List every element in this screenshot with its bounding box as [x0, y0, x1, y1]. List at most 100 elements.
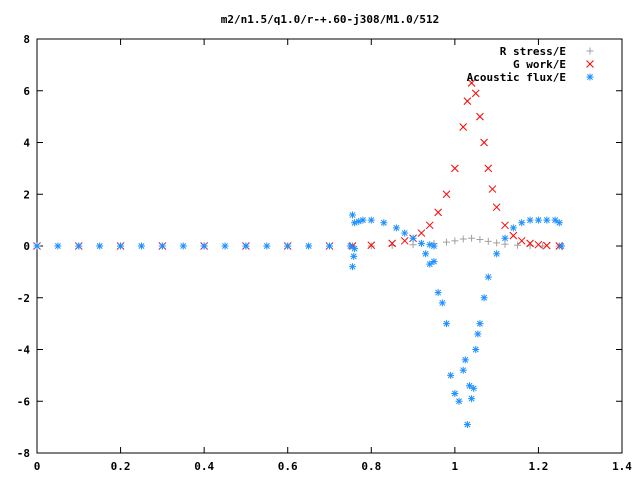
- legend-marker: [586, 60, 594, 68]
- legend-marker: [586, 47, 594, 55]
- data-point: [438, 299, 446, 307]
- data-point: [426, 260, 434, 268]
- data-point: [359, 216, 367, 224]
- x-tick-label: 1.4: [612, 460, 632, 473]
- data-point: [526, 216, 534, 224]
- x-tick-label: 0: [34, 460, 41, 473]
- data-point: [442, 190, 451, 199]
- data-point: [467, 79, 476, 87]
- data-point: [158, 242, 166, 250]
- data-point: [443, 320, 450, 328]
- data-point: [388, 239, 397, 248]
- data-point: [518, 219, 526, 227]
- y-tick-label: 2: [23, 188, 30, 201]
- data-point: [517, 236, 526, 245]
- y-tick-label: -6: [17, 395, 31, 408]
- data-point: [476, 320, 484, 328]
- data-point: [493, 239, 501, 247]
- data-point: [455, 397, 463, 405]
- data-point: [501, 240, 509, 248]
- data-point: [543, 216, 551, 224]
- x-axis: 0 0.2 0.4 0.6 0.8 1 1.2 1.4: [34, 39, 632, 473]
- data-point: [484, 273, 492, 281]
- data-point: [305, 242, 313, 250]
- data-point: [471, 89, 480, 98]
- data-point: [33, 242, 41, 250]
- data-point: [551, 216, 559, 224]
- data-point: [468, 234, 476, 242]
- y-tick-label: -8: [17, 447, 30, 460]
- data-point: [463, 421, 471, 429]
- data-point: [443, 238, 450, 246]
- data-point: [555, 219, 563, 227]
- legend-label: R stress/E: [500, 45, 566, 58]
- data-point: [557, 242, 565, 250]
- data-point: [137, 242, 145, 250]
- data-point: [434, 289, 442, 297]
- data-point: [263, 242, 271, 250]
- data-point: [493, 250, 501, 258]
- data-point: [501, 221, 509, 230]
- x-tick-label: 0.4: [194, 460, 214, 473]
- y-tick-label: 0: [23, 240, 30, 253]
- series-2: [33, 211, 565, 429]
- data-point: [430, 258, 438, 266]
- x-tick-label: 1: [452, 460, 459, 473]
- data-point: [509, 231, 518, 240]
- data-point: [96, 242, 104, 250]
- data-point: [465, 382, 473, 390]
- data-point: [534, 216, 542, 224]
- data-point: [542, 241, 551, 250]
- data-point: [509, 224, 517, 232]
- data-point: [425, 221, 434, 230]
- y-tick-label: 4: [23, 137, 30, 150]
- data-point: [451, 237, 459, 245]
- data-point: [534, 240, 543, 249]
- data-point: [179, 242, 187, 250]
- data-point: [484, 164, 493, 173]
- data-point: [459, 123, 468, 131]
- data-point: [326, 242, 333, 250]
- data-point: [461, 356, 469, 364]
- data-point: [367, 242, 375, 250]
- x-tick-label: 0.2: [111, 460, 131, 473]
- data-point: [242, 242, 250, 250]
- data-point: [117, 242, 125, 250]
- data-point: [221, 242, 229, 250]
- data-point: [501, 234, 509, 242]
- data-point: [284, 242, 292, 250]
- data-point: [348, 211, 356, 219]
- x-tick-label: 1.2: [528, 460, 548, 473]
- y-tick-label: 6: [23, 85, 30, 98]
- data-point: [409, 234, 417, 242]
- data-point: [401, 229, 409, 237]
- data-point: [451, 164, 459, 173]
- data-point: [468, 395, 476, 403]
- chart-title: m2/n1.5/q1.0/r-+.60-j308/M1.0/512: [221, 13, 440, 26]
- data-point: [348, 263, 356, 271]
- data-point: [463, 97, 472, 105]
- data-point: [492, 203, 501, 212]
- data-point: [484, 237, 492, 245]
- data-point: [346, 242, 354, 250]
- x-tick-label: 0.8: [361, 460, 381, 473]
- data-point: [392, 224, 400, 232]
- data-point: [422, 250, 430, 258]
- data-point: [434, 208, 442, 217]
- data-point: [75, 242, 83, 250]
- y-tick-label: -2: [17, 292, 30, 305]
- data-point: [480, 294, 488, 302]
- y-axis: 8 6 4 2 0 -2 -4 -6 -8: [17, 33, 622, 460]
- data-point: [474, 330, 482, 338]
- data-point: [54, 242, 62, 250]
- legend-label: G work/E: [513, 58, 566, 71]
- data-point: [514, 241, 522, 249]
- data-point: [417, 229, 426, 237]
- data-point: [380, 219, 388, 227]
- x-tick-label: 0.6: [278, 460, 298, 473]
- data-point: [451, 389, 459, 397]
- legend-marker: [586, 73, 594, 81]
- data-point: [367, 241, 376, 250]
